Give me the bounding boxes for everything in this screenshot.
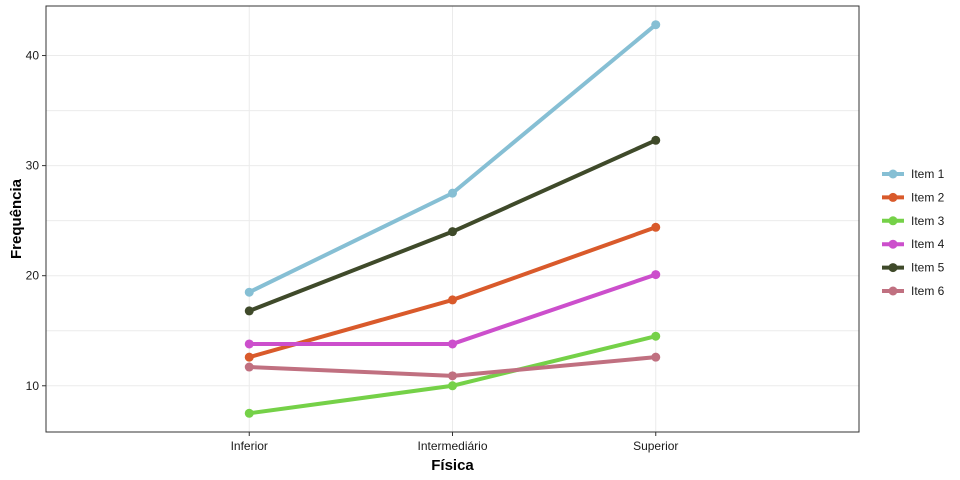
legend-label: Item 3 — [911, 214, 945, 228]
data-point — [448, 227, 457, 237]
data-point — [244, 362, 254, 372]
y-tick-label: 30 — [26, 159, 40, 173]
legend-label: Item 5 — [911, 261, 945, 275]
legend-key-point — [888, 216, 898, 226]
x-tick-label: Inferior — [231, 439, 268, 453]
x-axis-title: Física — [431, 457, 474, 474]
legend-label: Item 6 — [911, 284, 945, 298]
legend-item: Item 1 — [882, 167, 945, 181]
y-tick-label: 40 — [26, 49, 40, 63]
data-point — [244, 408, 254, 418]
legend-label: Item 4 — [911, 237, 945, 251]
grid-layer — [46, 6, 859, 432]
y-tick-label: 20 — [26, 269, 40, 283]
legend-key-point — [888, 239, 898, 249]
legend-item: Item 4 — [882, 237, 945, 251]
y-tick-label: 10 — [26, 379, 40, 393]
legend-item: Item 3 — [882, 214, 945, 228]
data-point — [448, 188, 457, 198]
x-ticks: Inferior Intermediário Superior — [231, 432, 678, 453]
series-layer — [244, 20, 661, 418]
series-1 — [244, 20, 661, 297]
y-axis-title: Frequência — [8, 178, 25, 259]
data-point — [651, 352, 661, 362]
data-point — [448, 381, 457, 391]
x-tick-label: Superior — [633, 439, 678, 453]
data-point — [244, 306, 254, 316]
legend: Item 1 Item 2 Item 3 Item 4 Item 5 Item 6 — [882, 167, 945, 298]
y-ticks: 10 20 30 40 — [26, 49, 46, 393]
series-2 — [244, 222, 661, 362]
data-point — [244, 352, 254, 362]
data-point — [448, 339, 457, 349]
data-point — [244, 339, 254, 349]
legend-key-point — [888, 169, 898, 179]
series-6 — [244, 352, 661, 381]
data-point — [244, 287, 254, 297]
data-point — [651, 270, 661, 280]
data-point — [651, 20, 661, 30]
data-point — [651, 331, 661, 341]
series-5 — [244, 135, 661, 316]
legend-item: Item 2 — [882, 190, 945, 204]
legend-item: Item 5 — [882, 261, 945, 275]
legend-label: Item 1 — [911, 167, 945, 181]
legend-label: Item 2 — [911, 190, 945, 204]
data-point — [448, 371, 457, 381]
series-4 — [244, 270, 661, 349]
series-3 — [244, 331, 661, 418]
legend-key-point — [888, 286, 898, 296]
data-point — [448, 295, 457, 305]
legend-item: Item 6 — [882, 284, 945, 298]
x-tick-label: Intermediário — [417, 439, 487, 453]
data-point — [651, 222, 661, 232]
legend-key-point — [888, 192, 898, 202]
data-point — [651, 135, 661, 145]
legend-key-point — [888, 263, 898, 273]
